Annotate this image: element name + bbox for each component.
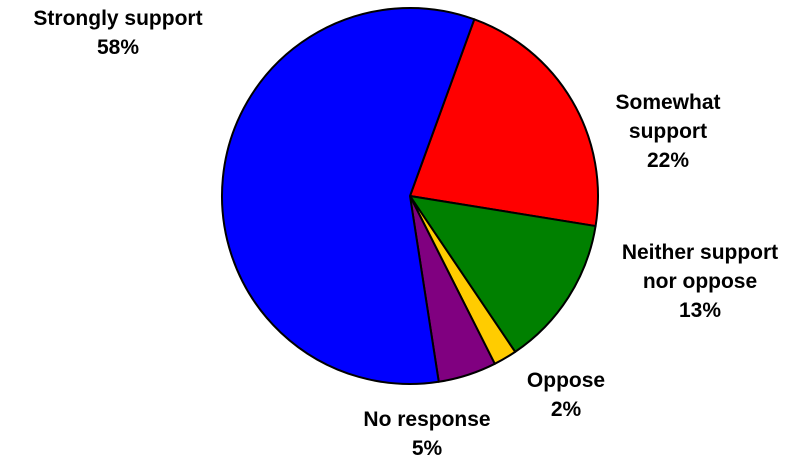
pie-slice-neither-support-nor-oppose: [409, 195, 597, 353]
slice-label-line: Oppose: [526, 369, 606, 392]
slice-value-label: 13%: [678, 299, 722, 322]
slice-label-line: nor oppose: [642, 270, 758, 293]
slice-label-line: Strongly support: [33, 7, 203, 30]
slice-value-label: 5%: [411, 437, 443, 460]
slice-label-no-response: No response 5%: [363, 405, 490, 463]
slice-value-label: 58%: [96, 36, 140, 59]
slice-label-oppose: Oppose 2%: [527, 366, 605, 424]
slice-value-label: 2%: [550, 398, 582, 421]
slice-label-somewhat-support: Somewhat support 22%: [615, 88, 720, 175]
slice-value-label: 22%: [646, 149, 690, 172]
slice-label-strongly-support: Strongly support 58%: [33, 4, 202, 62]
pie-slice-somewhat-support: [409, 18, 599, 228]
pie-slices: [221, 7, 599, 385]
slice-label-line: No response: [363, 408, 491, 431]
slice-label-neither-support-nor-oppose: Neither support nor oppose 13%: [622, 238, 778, 325]
slice-label-line: Somewhat: [615, 91, 721, 114]
slice-label-line: Neither support: [621, 241, 779, 264]
pie-slice-strongly-support: [221, 7, 476, 385]
slice-label-line: support: [628, 120, 708, 143]
